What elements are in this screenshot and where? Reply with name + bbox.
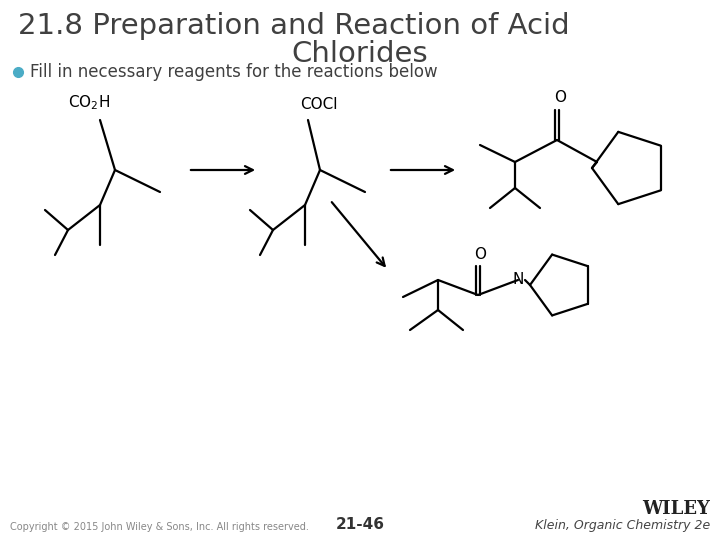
Text: 21-46: 21-46: [336, 517, 384, 532]
Text: WILEY: WILEY: [642, 500, 710, 518]
Text: Fill in necessary reagents for the reactions below: Fill in necessary reagents for the react…: [30, 63, 438, 81]
Text: CO$_2$H: CO$_2$H: [68, 93, 110, 112]
Text: Chlorides: Chlorides: [292, 40, 428, 68]
Text: 21.8 Preparation and Reaction of Acid: 21.8 Preparation and Reaction of Acid: [18, 12, 570, 40]
Text: N: N: [513, 273, 523, 287]
Text: O: O: [474, 247, 486, 262]
Text: Copyright © 2015 John Wiley & Sons, Inc. All rights reserved.: Copyright © 2015 John Wiley & Sons, Inc.…: [10, 522, 309, 532]
Text: O: O: [554, 90, 566, 105]
Text: COCl: COCl: [300, 97, 338, 112]
Text: Klein, Organic Chemistry 2e: Klein, Organic Chemistry 2e: [535, 519, 710, 532]
